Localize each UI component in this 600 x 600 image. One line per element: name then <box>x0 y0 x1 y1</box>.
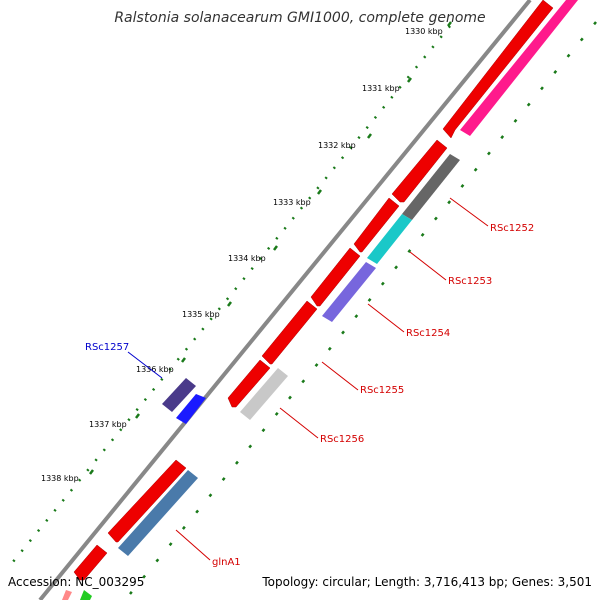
tick-label: 1338 kbp <box>41 474 79 483</box>
major-ticks <box>89 21 452 475</box>
leader-line <box>367 303 405 333</box>
leader-line <box>279 407 319 439</box>
major-tick <box>317 189 322 195</box>
gene-arrow[interactable] <box>442 0 554 139</box>
major-tick <box>447 21 452 27</box>
accession-text: Accession: NC_003295 <box>8 575 144 589</box>
gene-label-rsc1255[interactable]: RSc1255 <box>360 385 404 396</box>
gene-bar-cyan[interactable] <box>367 214 412 264</box>
leader-line <box>409 251 447 281</box>
tick-label: 1331 kbp <box>362 84 400 93</box>
gene-bar-lightred[interactable] <box>62 590 72 600</box>
genome-backbone-line <box>38 0 532 600</box>
topology-text: Topology: circular; Length: 3,716,413 bp… <box>261 575 592 589</box>
leader-line <box>127 351 163 379</box>
gene-arrow[interactable] <box>107 459 187 543</box>
reverse-strand-genes <box>62 0 578 600</box>
map-title: Ralstonia solanacearum GMI1000, complete… <box>114 10 485 26</box>
outer-dotted-ruler <box>7 25 451 569</box>
gene-bar-green[interactable] <box>80 590 92 600</box>
gene-bar-lightgray[interactable] <box>240 368 288 420</box>
gene-label-rsc1256[interactable]: RSc1256 <box>320 434 364 445</box>
gene-arrow[interactable] <box>73 544 108 581</box>
major-tick <box>135 413 140 419</box>
tick-label: 1337 kbp <box>89 420 127 429</box>
forward-strand-genes <box>73 0 554 581</box>
gene-bar-steelblue[interactable] <box>118 470 198 556</box>
tick-label: 1335 kbp <box>182 310 220 319</box>
gene-label-glna1[interactable]: glnA1 <box>212 557 241 568</box>
gene-bar-pink[interactable] <box>460 0 578 136</box>
gene-arrow-blue[interactable] <box>176 394 206 424</box>
gene-bar-darkpurple[interactable] <box>162 378 196 412</box>
major-tick <box>181 357 186 363</box>
label-leaders <box>127 197 489 561</box>
major-tick <box>367 133 372 139</box>
tick-label: 1330 kbp <box>405 27 443 36</box>
leader-line <box>321 361 359 391</box>
gene-arrow[interactable] <box>227 359 271 408</box>
tick-label: 1333 kbp <box>273 198 311 207</box>
major-tick <box>273 245 278 251</box>
leader-line <box>449 197 489 227</box>
tick-label: 1336 kbp <box>136 365 174 374</box>
tick-label: 1334 kbp <box>228 254 266 263</box>
major-tick <box>89 469 94 475</box>
tick-label: 1332 kbp <box>318 141 356 150</box>
gene-label-rsc1254[interactable]: RSc1254 <box>406 328 450 339</box>
gene-bar-purple[interactable] <box>322 262 376 322</box>
gene-label-rsc1257[interactable]: RSc1257 <box>85 342 129 353</box>
leader-line <box>175 529 211 561</box>
gene-bar-darkgray[interactable] <box>402 154 460 220</box>
gene-arrow[interactable] <box>310 247 361 307</box>
major-tick <box>407 77 412 83</box>
major-tick <box>227 301 232 307</box>
gene-arrow[interactable] <box>353 197 400 253</box>
inner-dotted-ruler <box>129 21 597 595</box>
gene-label-rsc1252[interactable]: RSc1252 <box>490 223 534 234</box>
gene-arrow[interactable] <box>261 300 318 365</box>
gene-label-rsc1253[interactable]: RSc1253 <box>448 276 492 287</box>
gene-arrow[interactable] <box>391 139 448 203</box>
